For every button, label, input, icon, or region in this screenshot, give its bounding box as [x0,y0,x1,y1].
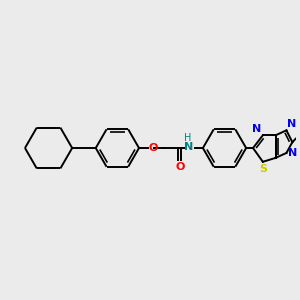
Text: H: H [184,133,192,143]
Text: O: O [175,162,184,172]
Text: N: N [252,124,261,134]
Text: N: N [287,119,297,129]
Text: N: N [288,148,298,158]
Text: N: N [184,142,193,152]
Text: S: S [259,164,267,174]
Text: O: O [149,143,158,153]
